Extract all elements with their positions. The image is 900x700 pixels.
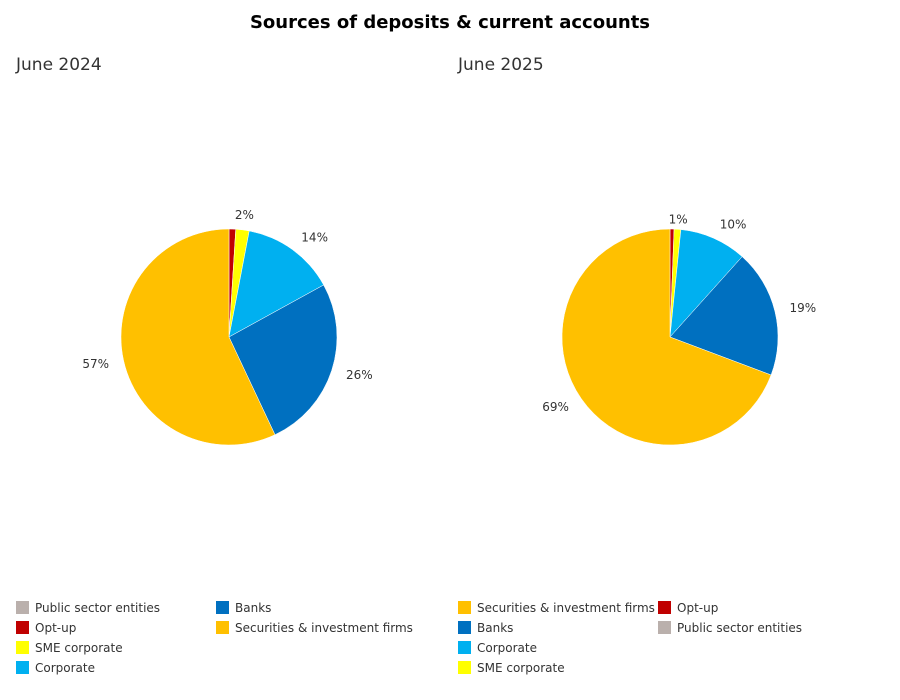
legend-label: SME corporate xyxy=(477,661,565,675)
legend-swatch xyxy=(16,641,29,654)
legend-label: Banks xyxy=(477,621,514,635)
pie-slice-banks-0[interactable] xyxy=(228,284,338,436)
legend-swatch xyxy=(16,661,29,674)
subtitle-june-2025: June 2025 xyxy=(458,55,544,75)
legend-swatch xyxy=(658,621,671,634)
legend-swatch xyxy=(658,601,671,614)
chart-title: Sources of deposits & current accounts xyxy=(249,12,651,33)
data-label-banks-1: 19% xyxy=(790,301,817,315)
legend-label: Securities & investment firms xyxy=(235,621,413,635)
legend-label: Public sector entities xyxy=(35,601,161,615)
legend-label: Corporate xyxy=(477,641,537,655)
pie-slice-corporate-0[interactable] xyxy=(228,230,324,338)
legend-swatch xyxy=(458,601,471,614)
data-label-corporate-0: 14% xyxy=(301,231,328,245)
legend-label: SME corporate xyxy=(35,641,123,655)
legend-label: Public sector entities xyxy=(677,621,803,635)
data-label-banks-0: 26% xyxy=(346,368,373,382)
legend-swatch xyxy=(216,601,229,614)
legend-swatch xyxy=(458,621,471,634)
data-label-corporate-1: 10% xyxy=(720,218,747,232)
legend-label: Opt-up xyxy=(677,601,719,615)
legend-label: Corporate xyxy=(35,661,95,675)
legend-swatch xyxy=(16,621,29,634)
data-label-sme-corporate-0: 2% xyxy=(235,208,254,222)
pie-slice-securities-and-investment-firms-0[interactable] xyxy=(120,228,276,446)
legend-label: Securities & investment firms xyxy=(477,601,655,615)
legend-swatch xyxy=(216,621,229,634)
legend-swatch xyxy=(16,601,29,614)
legend-label: Opt-up xyxy=(35,621,77,635)
legend-label: Banks xyxy=(235,601,272,615)
data-label-securities-and-investment-firms-1: 69% xyxy=(542,400,569,414)
pie-slice-banks-1[interactable] xyxy=(669,256,779,376)
data-label-sme-corporate-1: 1% xyxy=(669,212,688,226)
data-label-securities-and-investment-firms-0: 57% xyxy=(82,357,109,371)
legend-swatch xyxy=(458,661,471,674)
subtitle-june-2024: June 2024 xyxy=(16,55,102,75)
pie-slice-securities-and-investment-firms-1[interactable] xyxy=(561,228,772,446)
legend-swatch xyxy=(458,641,471,654)
